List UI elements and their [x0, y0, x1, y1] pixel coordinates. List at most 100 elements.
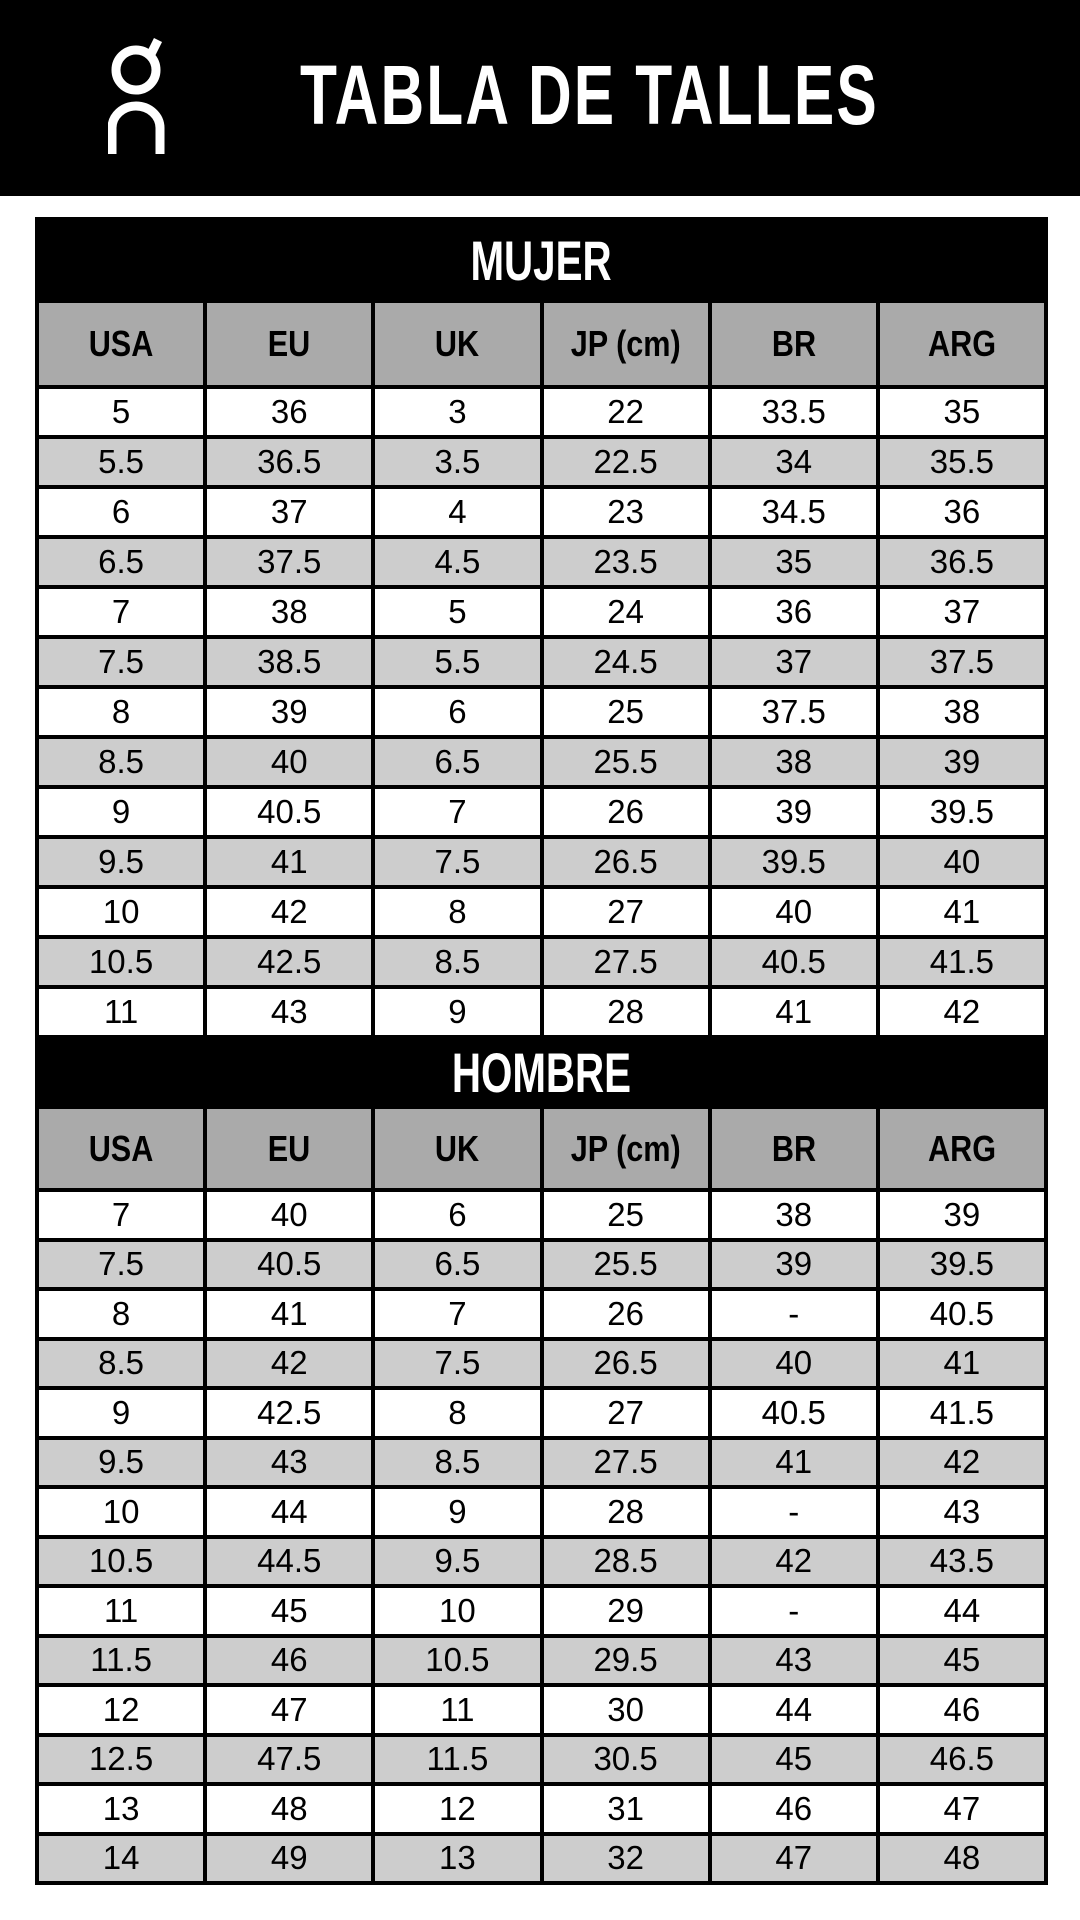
table-cell: 46 — [207, 1637, 372, 1683]
table-cell: 36 — [711, 589, 876, 635]
table-cell: 38 — [711, 739, 876, 785]
column-header-label: UK — [435, 323, 480, 364]
table-cell: 42.5 — [207, 939, 372, 985]
table-cell: 36.5 — [879, 539, 1044, 585]
table-cell: 38 — [879, 689, 1044, 735]
table-cell: 37.5 — [879, 639, 1044, 685]
table-cell: 22 — [543, 389, 708, 435]
table-cell: 6.5 — [375, 739, 540, 785]
table-cell: 9 — [375, 1489, 540, 1535]
table-cell: 8.5 — [39, 739, 204, 785]
table-cell: 24 — [543, 589, 708, 635]
table-cell: 13 — [375, 1835, 540, 1881]
column-header: JP (cm) — [543, 303, 708, 385]
table-cell: 40 — [879, 839, 1044, 885]
table-cell: 44.5 — [207, 1538, 372, 1584]
table-cell: 11.5 — [39, 1637, 204, 1683]
table-cell: 30 — [543, 1687, 708, 1733]
section-title: MUJER — [470, 228, 613, 292]
table-cell: 47 — [711, 1835, 876, 1881]
table-cell: 37 — [711, 639, 876, 685]
table-cell: - — [711, 1588, 876, 1634]
table-cell: - — [711, 1291, 876, 1337]
table-cell: 41 — [207, 839, 372, 885]
column-header: BR — [711, 1109, 876, 1188]
table-cell: 25 — [543, 1192, 708, 1238]
table-cell: 35.5 — [879, 439, 1044, 485]
table-cell: 42 — [207, 1340, 372, 1386]
table-cell: 29 — [543, 1588, 708, 1634]
size-chart-table: MUJER USA EU UK JP (cm) BR ARG 5 36 3 22 33.5 35 5.… — [35, 217, 1048, 1885]
column-header-label: JP (cm) — [570, 323, 681, 364]
table-cell: 8.5 — [39, 1340, 204, 1386]
table-cell: 44 — [879, 1588, 1044, 1634]
table-cell: 41 — [711, 989, 876, 1035]
table-cell: 47 — [207, 1687, 372, 1733]
table-cell: 42.5 — [207, 1390, 372, 1436]
table-cell: 34.5 — [711, 489, 876, 535]
table-cell: 39 — [879, 739, 1044, 785]
page-title: TABLA DE TALLES — [300, 48, 879, 142]
column-header-label: USA — [88, 323, 154, 364]
table-cell: 7 — [375, 789, 540, 835]
table-cell: 25.5 — [543, 739, 708, 785]
table-cell: 43 — [879, 1489, 1044, 1535]
table-cell: 10.5 — [39, 939, 204, 985]
table-cell: 9.5 — [39, 839, 204, 885]
table-cell: 7.5 — [39, 639, 204, 685]
table-cell: 33.5 — [711, 389, 876, 435]
table-cell: 10.5 — [375, 1637, 540, 1683]
column-header: JP (cm) — [543, 1109, 708, 1188]
table-cell: 9 — [39, 789, 204, 835]
table-cell: 3.5 — [375, 439, 540, 485]
table-cell: 39 — [711, 789, 876, 835]
table-cell: 32 — [543, 1835, 708, 1881]
table-cell: 9.5 — [375, 1538, 540, 1584]
table-cell: 36 — [207, 389, 372, 435]
table-cell: 37.5 — [207, 539, 372, 585]
table-cell: 39.5 — [879, 789, 1044, 835]
table-cell: 23.5 — [543, 539, 708, 585]
table-cell: 40 — [207, 739, 372, 785]
column-headers: USA EU UK JP (cm) BR ARG — [39, 303, 1044, 385]
table-cell: 14 — [39, 1835, 204, 1881]
table-cell: 41.5 — [879, 939, 1044, 985]
table-cell: 10.5 — [39, 1538, 204, 1584]
table-cell: 48 — [207, 1786, 372, 1832]
column-header-label: BR — [771, 1127, 816, 1169]
table-cell: 39 — [879, 1192, 1044, 1238]
table-cell: 41 — [879, 889, 1044, 935]
column-headers: USA EU UK JP (cm) BR ARG — [39, 1109, 1044, 1188]
table-cell: 11 — [39, 989, 204, 1035]
table-cell: 26 — [543, 1291, 708, 1337]
table-cell: 40.5 — [711, 939, 876, 985]
table-cell: - — [711, 1489, 876, 1535]
column-header-label: JP (cm) — [570, 1127, 681, 1169]
table-cell: 8.5 — [375, 939, 540, 985]
table-cell: 10 — [39, 1489, 204, 1535]
table-cell: 31 — [543, 1786, 708, 1832]
column-header-label: USA — [88, 1127, 154, 1169]
table-cell: 8.5 — [375, 1439, 540, 1485]
table-cell: 40 — [711, 1340, 876, 1386]
table-cell: 30.5 — [543, 1736, 708, 1782]
table-cell: 47 — [879, 1786, 1044, 1832]
table-cell: 37.5 — [711, 689, 876, 735]
table-cell: 4 — [375, 489, 540, 535]
table-cell: 43.5 — [879, 1538, 1044, 1584]
table-cell: 48 — [879, 1835, 1044, 1881]
table-cell: 27 — [543, 1390, 708, 1436]
table-cell: 26.5 — [543, 839, 708, 885]
column-header: EU — [207, 303, 372, 385]
table-cell: 25 — [543, 689, 708, 735]
on-logo — [108, 37, 165, 154]
table-cell: 41 — [711, 1439, 876, 1485]
table-cell: 36.5 — [207, 439, 372, 485]
table-cell: 5.5 — [39, 439, 204, 485]
table-body: 7 40 6 25 38 39 7.5 40.5 6.5 25.5 39 39.5 8 41 7 26-40.… — [39, 1192, 1044, 1881]
table-cell: 44 — [711, 1687, 876, 1733]
table-cell: 28 — [543, 1489, 708, 1535]
table-cell: 5 — [39, 389, 204, 435]
column-header-label: ARG — [927, 323, 996, 364]
table-cell: 42 — [879, 989, 1044, 1035]
